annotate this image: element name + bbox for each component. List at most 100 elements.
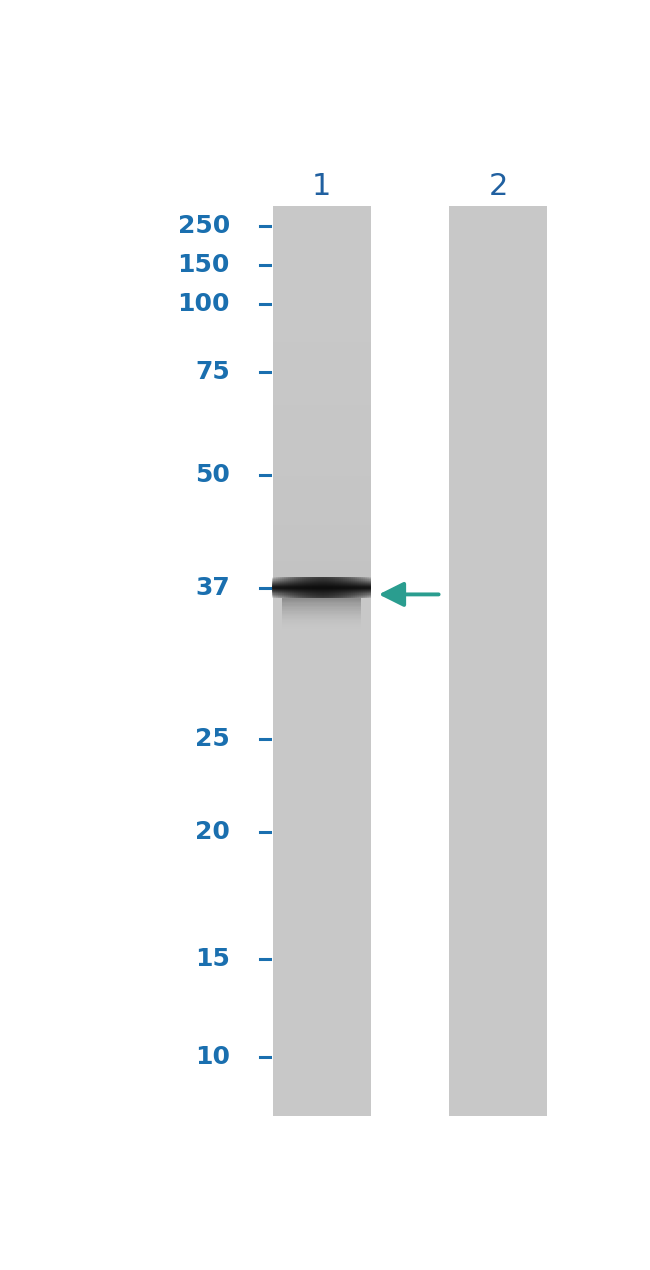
Bar [273,494,371,498]
Bar [273,267,371,271]
Bar [273,235,371,240]
Bar [273,359,371,364]
Bar [282,626,361,627]
Bar [273,262,371,267]
Bar [273,552,371,556]
Bar [273,276,371,279]
Bar [310,577,312,598]
Bar [284,577,286,598]
Bar [273,561,371,565]
Bar [282,611,361,612]
Bar [273,279,371,284]
Bar [282,605,361,606]
Bar [306,577,308,598]
Bar [273,364,371,370]
Bar [273,444,371,450]
Bar [280,577,282,598]
Bar [308,577,310,598]
Text: 1: 1 [312,173,332,201]
Bar [273,329,371,333]
Bar [274,577,276,598]
Bar [273,271,371,276]
Bar [273,306,371,311]
Bar [282,622,361,624]
Bar [322,577,324,598]
Bar [294,577,296,598]
Bar [273,544,371,547]
Bar [273,512,371,516]
Bar [273,351,371,356]
Bar [273,453,371,458]
Bar [324,577,326,598]
Bar [282,630,361,631]
Bar [273,467,371,471]
Bar [282,602,361,603]
Bar [282,612,361,613]
Bar [273,324,371,329]
Text: 20: 20 [195,820,230,845]
Bar [449,206,547,1115]
Bar [273,579,371,583]
Bar [273,556,371,561]
Bar [273,373,371,378]
Bar [273,521,371,525]
Bar [318,577,320,598]
Bar [345,577,347,598]
Bar [273,547,371,552]
Bar [273,427,371,432]
Bar [273,538,371,544]
Bar [282,618,361,620]
Bar [282,577,284,598]
Bar [273,302,371,306]
Bar [363,577,365,598]
Bar [332,577,333,598]
Bar [273,288,371,293]
Bar [369,577,370,598]
Bar [339,577,341,598]
Bar [361,577,363,598]
Bar [273,206,371,1115]
Bar [273,391,371,396]
Bar [273,258,371,262]
Bar [316,577,318,598]
Text: 50: 50 [195,464,230,488]
Bar [282,620,361,621]
Bar [353,577,355,598]
Bar [282,601,361,602]
Bar [273,414,371,418]
Bar [282,599,361,601]
Bar [273,533,371,538]
Bar [273,480,371,485]
Bar [273,565,371,570]
Text: 75: 75 [195,361,230,385]
Bar [272,577,274,598]
Bar [282,613,361,615]
Bar [273,458,371,462]
Bar [273,338,371,342]
Bar [282,621,361,622]
Bar [273,450,371,453]
Bar [282,625,361,626]
Bar [273,530,371,533]
Bar [273,574,371,579]
Bar [273,311,371,315]
Bar [273,297,371,302]
Bar [282,616,361,617]
Bar [341,577,343,598]
Bar [273,503,371,507]
Bar [273,405,371,409]
Bar [365,577,367,598]
Bar [286,577,288,598]
Bar [300,577,302,598]
Bar [273,423,371,427]
Text: 250: 250 [177,213,230,237]
Bar [273,409,371,414]
Bar [273,489,371,494]
Bar [288,577,290,598]
Text: 37: 37 [195,575,230,599]
Bar [282,617,361,618]
Bar [273,507,371,512]
Bar [326,577,328,598]
Text: 150: 150 [177,253,230,277]
Bar [273,293,371,297]
